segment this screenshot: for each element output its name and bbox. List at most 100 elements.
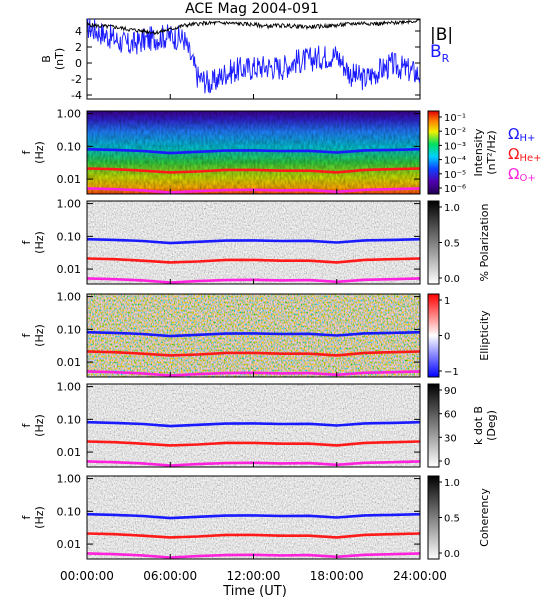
freq-tick-label: 1.00	[57, 198, 82, 211]
bfield-ylabel-line: B	[40, 55, 53, 63]
panel-int: 1.00 0.10 0.01 f(Hz) 10⁻¹ 10⁻² 10⁻³ 10⁻⁴ 10⁻⁵ 10⁻…	[20, 108, 542, 195]
colorbar	[427, 293, 440, 378]
freq-ylabel-line: (Hz)	[33, 324, 46, 347]
ion-label-O: ΩO+	[508, 165, 536, 184]
bfield-ylabel-line: (nT)	[53, 48, 66, 70]
ion-label-H: ΩH+	[508, 125, 535, 144]
freq-ylabel-line: (Hz)	[33, 231, 46, 254]
colorbar-tick-label: 0	[444, 457, 450, 468]
bfield-y-tick-label: 2	[75, 41, 82, 54]
gyro-line-helium	[86, 440, 421, 447]
colorbar-tick-label: 1.0	[444, 478, 460, 489]
colorbar-tick-label: 0.0	[444, 549, 460, 560]
colorbar-tick-label: 10⁻⁵	[444, 170, 466, 181]
bfield-y-tick-label: 0	[75, 57, 82, 70]
colorbar-label: Ellipticity	[478, 310, 491, 361]
gyro-line-helium	[86, 167, 421, 174]
kdb-spectrogram	[87, 384, 420, 467]
ion-label-symbol: Ω	[508, 125, 519, 143]
colorbar-label: k dot B(Deg)	[472, 406, 498, 445]
gyro-line-helium	[86, 350, 421, 357]
colorbar-tick-label: 10⁻¹	[444, 113, 466, 124]
ion-label-sub: H+	[519, 133, 535, 144]
colorbar	[427, 383, 440, 468]
colorbar-label-line: (Deg)	[485, 410, 498, 441]
intensity-texture	[87, 111, 420, 194]
freq-tick-label: 1.00	[57, 381, 82, 394]
colorbar-tick-label: 1.0	[444, 203, 460, 214]
freq-tick-label: 1.00	[57, 108, 82, 121]
coh-spectrogram	[87, 476, 420, 559]
freq-ylabel-line: f	[20, 149, 33, 154]
colorbar	[427, 110, 440, 195]
freq-tick-label: 0.10	[57, 323, 82, 336]
freq-tick-label: 0.10	[57, 140, 82, 153]
freq-ylabel-line: f	[20, 422, 33, 427]
colorbar-tick-label: 10⁻²	[444, 127, 466, 138]
spectrogram-panels: 1.000.100.01f(Hz)10⁻¹10⁻²10⁻³10⁻⁴10⁻⁵10⁻…	[20, 108, 542, 560]
bfield-y-ticks: 4 2 0 -2 -4	[71, 25, 421, 102]
gyro-line-helium	[86, 257, 421, 264]
freq-ylabel: f(Hz)	[20, 414, 46, 437]
freq-ylabel-line: f	[20, 239, 33, 244]
x-tick-label: 06:00:00	[143, 569, 197, 583]
freq-ylabel: f(Hz)	[20, 231, 46, 254]
freq-tick-label: 1.00	[57, 473, 82, 486]
freq-ylabel-line: (Hz)	[33, 141, 46, 164]
colorbar-tick-label: 0.5	[444, 514, 460, 525]
freq-ylabel: f(Hz)	[20, 506, 46, 529]
colorbar	[427, 475, 440, 560]
legend-btotal: |B|	[430, 25, 453, 45]
freq-tick-label: 0.01	[57, 263, 82, 276]
colorbar-tick-label: 10⁻⁶	[444, 184, 466, 195]
bfield-series	[86, 18, 421, 94]
gyro-line-proton	[86, 512, 421, 520]
ion-label-sub: He+	[519, 153, 541, 164]
x-tick-label: 18:00:00	[310, 569, 364, 583]
x-tick-label: 24:00:00	[393, 569, 447, 583]
freq-tick-label: 0.01	[57, 173, 82, 186]
bfield-legend: |B|BR	[430, 25, 453, 65]
colorbar-tick-label: −1	[444, 367, 459, 378]
x-tick-label: 12:00:00	[227, 569, 281, 583]
bfield-y-tick-label: -2	[71, 73, 82, 86]
panel-pol: 1.00 0.10 0.01 f(Hz) 1.0 0.5 0.0 % Polarization	[20, 198, 491, 285]
freq-tick-label: 0.10	[57, 230, 82, 243]
colorbar-tick-label: 1	[444, 296, 450, 307]
colorbar-label-line: Coherency	[478, 488, 491, 547]
x-axis: 00:00:00 06:00:00 12:00:00 18:00:00 24:00:00	[60, 569, 447, 583]
colorbar-tick-label: 60	[444, 410, 457, 421]
colorbar-tick-label: 0.5	[444, 239, 460, 250]
figure-title: ACE Mag 2004-091	[185, 1, 319, 17]
colorbar-label-line: Intensity	[472, 128, 485, 176]
colorbar-tick-label: 10⁻³	[444, 141, 466, 152]
colorbar-label: % Polarization	[478, 204, 491, 282]
panel-coh: 1.00 0.10 0.01 f(Hz) 1.0 0.5 0.0 Coherency	[20, 473, 491, 560]
colorbar-label-line: (nT²/Hz)	[485, 130, 498, 174]
ion-label-sub: O+	[519, 173, 535, 184]
freq-ylabel: f(Hz)	[20, 141, 46, 164]
legend-br-sub: R	[442, 52, 450, 65]
colorbar-label-line: Ellipticity	[478, 310, 491, 361]
colorbar	[427, 200, 440, 285]
gyro-line-proton	[86, 147, 421, 155]
colorbar-label-line: % Polarization	[478, 204, 491, 282]
colorbar-tick-label: 10⁻⁴	[444, 156, 466, 167]
colorbar-tick-label: 0	[444, 332, 450, 343]
ion-label-He: ΩHe+	[508, 145, 542, 164]
colorbar-tick-label: 0.0	[444, 274, 460, 285]
gyro-line-proton	[86, 237, 421, 245]
series-line-btotal	[86, 18, 421, 36]
pol-spectrogram	[87, 201, 420, 284]
legend-br: BR	[430, 42, 450, 65]
panel-bfield: B(nT) 420-2-4 |B|BR	[40, 18, 453, 102]
freq-ylabel-line: f	[20, 332, 33, 337]
freq-ylabel-line: f	[20, 514, 33, 519]
panel-kdb: 1.00 0.10 0.01 f(Hz) 90 60 30 0 k dot B(Deg)	[20, 381, 498, 468]
freq-tick-label: 0.10	[57, 413, 82, 426]
colorbar-label-line: k dot B	[472, 406, 485, 445]
freq-ylabel: f(Hz)	[20, 324, 46, 347]
freq-tick-label: 0.01	[57, 356, 82, 369]
gyro-line-proton	[86, 420, 421, 428]
